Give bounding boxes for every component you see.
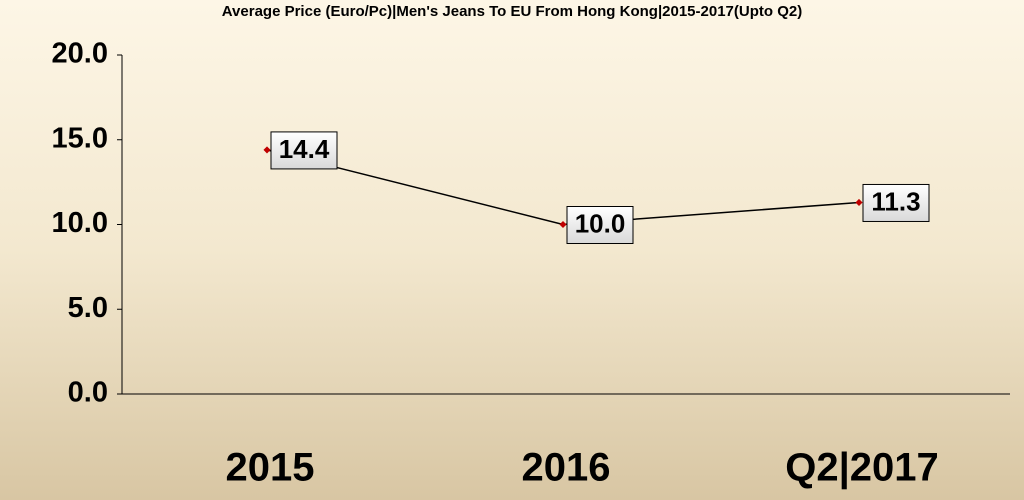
chart-title: Average Price (Euro/Pc)|Men's Jeans To E…: [222, 3, 802, 20]
marker: [559, 220, 567, 229]
label-box: [566, 206, 634, 244]
y-tick-label: 10.0: [52, 207, 108, 239]
data-label: 10.0: [575, 208, 626, 238]
y-tick-label: 5.0: [68, 292, 108, 324]
y-tick-label: 20.0: [52, 38, 108, 70]
x-tick-label: 2016: [522, 446, 611, 490]
data-label: 14.4: [279, 134, 330, 164]
data-label: 11.3: [871, 186, 920, 216]
x-tick-label: 2015: [226, 446, 315, 490]
label-box: [862, 183, 930, 222]
marker: [855, 198, 863, 207]
x-tick-label: Q2|2017: [785, 446, 939, 490]
label-box: [270, 131, 338, 170]
y-tick-label: 15.0: [52, 122, 108, 154]
marker: [263, 146, 271, 154]
y-tick-label: 0.0: [68, 377, 108, 409]
